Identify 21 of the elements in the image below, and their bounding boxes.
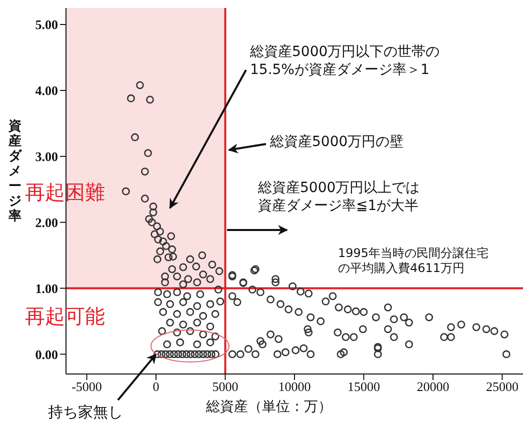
x-tick-label: 25000 xyxy=(486,379,518,394)
x-tick-label: 15000 xyxy=(347,379,380,394)
x-tick-label: 10000 xyxy=(278,379,311,394)
y-tick-label: 1.00 xyxy=(35,280,58,296)
x-axis-title: 総資産（単位：万） xyxy=(206,398,332,416)
y-axis-title: 資産ダメージ率 xyxy=(8,119,22,224)
x-tick-label: 5000 xyxy=(212,379,238,394)
y-tick-label: 3.00 xyxy=(35,148,58,164)
annotation: 総資産5000万円以上では資産ダメージ率≦1が大半 xyxy=(258,180,420,215)
x-tick-label: 0 xyxy=(152,379,160,394)
y-tick-label: 4.00 xyxy=(35,83,58,98)
annotation: 総資産5000万円の壁 xyxy=(270,134,404,152)
annotation: 持ち家無し xyxy=(48,403,123,422)
annotation: 再起困難 xyxy=(25,180,105,205)
x-tick-label: 20000 xyxy=(416,379,450,394)
annotation: 1995年当時の民間分譲住宅の平均購入費4611万円 xyxy=(338,246,489,276)
annotation: 総資産5000万円以下の世帯の15.5%が資産ダメージ率＞1 xyxy=(250,44,440,79)
y-tick-label: 0.00 xyxy=(35,346,58,362)
x-tick-label: -5000 xyxy=(72,379,102,394)
y-tick-label: 2.00 xyxy=(35,214,58,230)
y-tick-label: 5.00 xyxy=(35,17,58,32)
